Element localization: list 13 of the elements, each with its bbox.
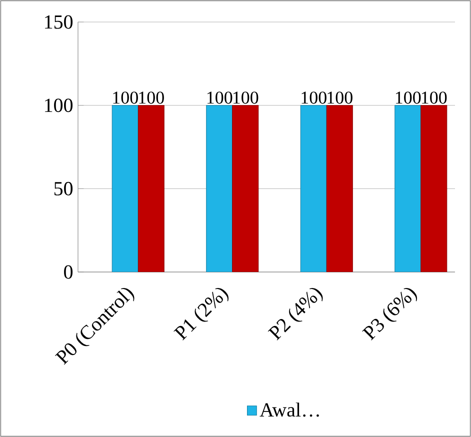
y-tick-label: 100: [45, 98, 73, 112]
legend-label: Awal…: [260, 402, 319, 417]
data-label: 100: [207, 92, 232, 104]
data-label: 100: [302, 92, 326, 104]
data-label: 100: [396, 92, 421, 104]
data-label: 100: [422, 92, 447, 104]
y-tick-label: 50: [54, 182, 73, 196]
data-label: 100: [139, 92, 164, 104]
data-label: 100: [113, 92, 138, 104]
data-label: 100: [328, 92, 352, 104]
data-label: 100: [233, 92, 258, 104]
y-tick-label: 0: [64, 265, 73, 279]
y-tick-label: 150: [45, 15, 73, 29]
